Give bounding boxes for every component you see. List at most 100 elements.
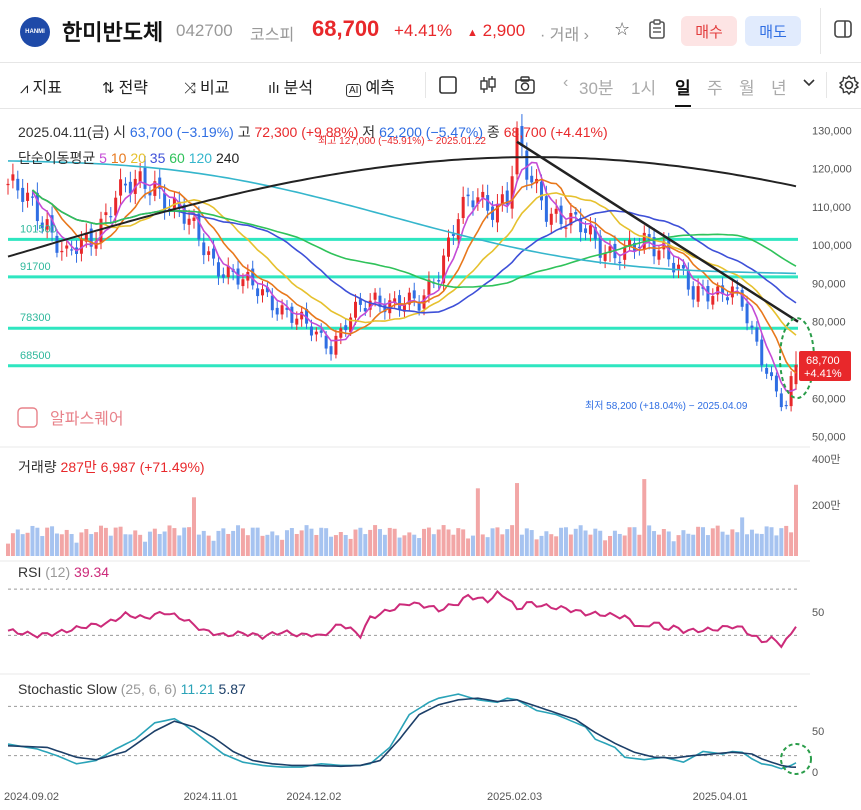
chevron-right-icon[interactable]: › [583, 27, 589, 44]
candle-body [143, 166, 147, 189]
candle-body [344, 325, 348, 331]
volume-bar [265, 534, 270, 556]
period-year[interactable]: 년 [771, 79, 787, 98]
x-axis-label: 2024.09.02 [4, 791, 59, 803]
logo-text: HANMI [25, 29, 45, 35]
candle-body [270, 295, 274, 311]
settings-gear-icon[interactable] [838, 74, 860, 101]
candle-body [564, 227, 568, 229]
candle-body [716, 286, 720, 295]
volume-bar [206, 535, 211, 556]
volume-bar [412, 534, 417, 556]
strategy-button[interactable]: ⇅ 전략 [102, 74, 148, 98]
candle-body [491, 206, 495, 220]
volume-bar [720, 531, 725, 556]
candle-body [221, 274, 225, 278]
candle-body [251, 268, 255, 286]
volume-bar [759, 533, 764, 556]
period-week[interactable]: 주 [707, 79, 723, 98]
candle-body [549, 213, 553, 225]
square-draw-icon[interactable] [438, 75, 458, 100]
rsi-label-param: (12) [45, 564, 74, 580]
sidebar-toggle-icon[interactable] [833, 19, 853, 44]
star-icon[interactable]: ☆ [614, 19, 631, 39]
current-price-tag-value: 68,700 [806, 355, 840, 367]
camera-icon[interactable] [514, 75, 536, 100]
candle-body [417, 301, 421, 311]
candle-body [339, 328, 343, 338]
candle-body [740, 289, 744, 307]
volume-bar [451, 534, 456, 556]
candle-body [148, 191, 152, 196]
trend-line [516, 140, 799, 323]
chevron-down-icon[interactable] [802, 76, 816, 95]
change-percent: +4.41% [394, 21, 453, 40]
candle-body [373, 292, 377, 300]
volume-bar [118, 526, 123, 556]
ma-line-20 [31, 189, 797, 336]
candle-body [539, 181, 543, 201]
candle-body [163, 193, 167, 211]
candle-body [652, 237, 656, 257]
chevron-left-icon[interactable]: ‹ [563, 74, 569, 91]
candle-body [393, 298, 397, 302]
compare-button[interactable]: ⤨ 비교 [184, 74, 229, 98]
candle-body [241, 279, 245, 287]
candle-type-icon[interactable] [478, 75, 498, 100]
forecast-button[interactable]: AI 예측 [346, 74, 395, 98]
x-axis-label: 2024.12.02 [286, 791, 341, 803]
volume-bar [397, 537, 402, 556]
volume-bar [250, 527, 255, 556]
indicators-button[interactable]: ⩘ 지표 [20, 74, 62, 98]
ma-legend-period-60: 60 [169, 150, 188, 166]
period-30min[interactable]: 30분 [579, 79, 614, 98]
clipboard-icon[interactable] [648, 19, 666, 44]
volume-bar [84, 529, 89, 556]
volume-bar [387, 527, 392, 556]
volume-bar [529, 530, 534, 556]
volume-bar [656, 534, 661, 556]
volume-bar [661, 529, 666, 556]
analysis-button[interactable]: ılı 분석 [268, 74, 313, 98]
candle-body [574, 212, 578, 215]
volume-bar [103, 527, 108, 556]
volume-bar [138, 534, 143, 556]
stock-chart[interactable]: 130,000 120,000 110,000 100,000 90,000 80,000… [0, 110, 861, 810]
volume-bar [236, 525, 241, 556]
candle-body [779, 393, 783, 408]
volume-bar [686, 533, 691, 556]
volume-bar [779, 528, 784, 556]
volume-bar [436, 529, 441, 556]
volume-bar [377, 529, 382, 556]
volume-bar [505, 529, 510, 556]
sell-button[interactable]: 매도 [745, 16, 801, 46]
candle-body [182, 204, 186, 224]
volume-bar [64, 529, 69, 556]
period-month[interactable]: 월 [739, 79, 755, 98]
volume-bar [480, 534, 485, 556]
volume-bar [59, 534, 64, 556]
max-price-note: 최고 127,000 (−45.91%) − 2025.01.22 [318, 135, 486, 147]
volume-bar [6, 543, 10, 556]
stock-name: 한미반도체 [62, 20, 164, 45]
volume-bar [573, 528, 578, 556]
volume-bar [612, 530, 617, 556]
candle-body [212, 248, 216, 259]
volume-bar [627, 527, 632, 556]
support-line-label: 68500 [20, 350, 51, 362]
period-1hour[interactable]: 1시 [631, 79, 657, 98]
volume-bar [407, 532, 412, 556]
volume-bar [671, 541, 676, 556]
candle-body [471, 200, 475, 208]
volume-bar [94, 532, 99, 556]
period-day[interactable]: 일 [675, 74, 691, 107]
candle-body [677, 264, 681, 270]
volume-bar [255, 527, 260, 556]
volume-bar [69, 534, 74, 556]
candle-body [104, 212, 108, 216]
candle-body [398, 295, 402, 310]
buy-button[interactable]: 매수 [681, 16, 737, 46]
volume-bar [211, 540, 216, 556]
candle-body [45, 219, 49, 230]
candle-body [285, 307, 289, 310]
